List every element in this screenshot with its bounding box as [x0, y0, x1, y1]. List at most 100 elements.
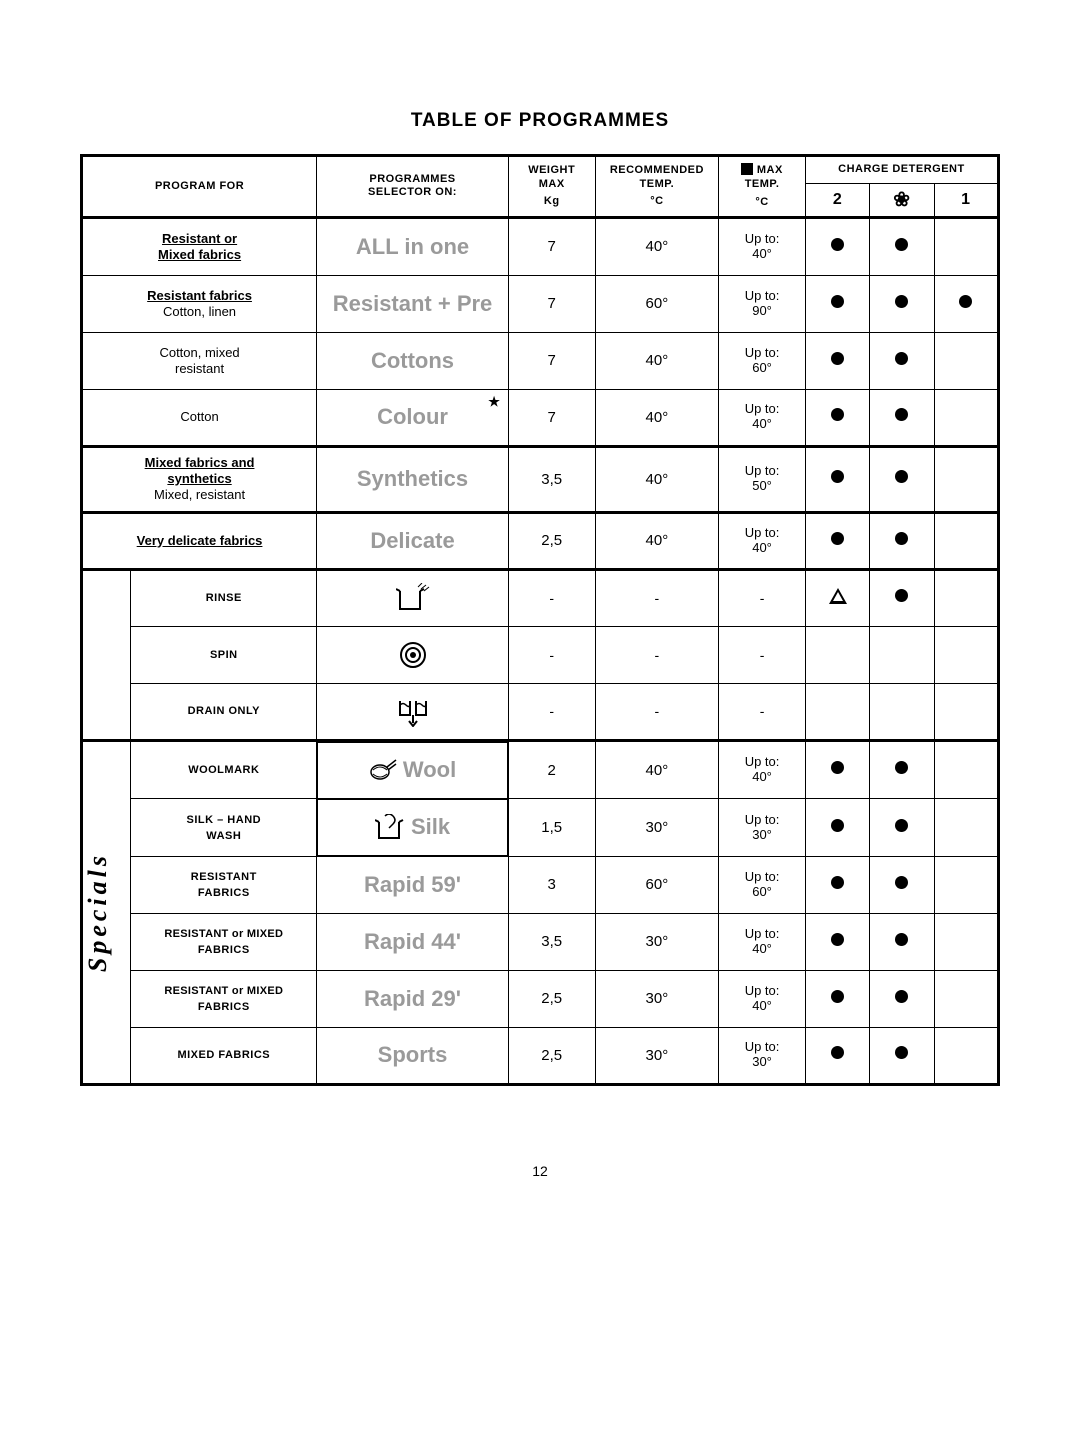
max-temp-cell: Up to:60° — [719, 332, 806, 389]
flower-icon: ❀ — [893, 189, 910, 211]
detergent-1-cell — [934, 332, 998, 389]
weight-cell: - — [508, 626, 595, 683]
weight-cell: 7 — [508, 332, 595, 389]
weight-cell: 2,5 — [508, 512, 595, 569]
hdr-weight: WEIGHT MAX Kg — [508, 156, 595, 218]
detergent-2-cell — [805, 799, 869, 857]
detergent-1-cell — [934, 512, 998, 569]
selector-cell: ALL in one — [317, 217, 509, 275]
detergent-softener-cell — [870, 217, 934, 275]
rec-temp-cell: 30° — [595, 799, 719, 857]
table-row: Cotton Colour ★ 7 40° Up to:40° — [82, 389, 999, 446]
table-row: SILK – HAND WASH Silk 1,5 30° Up to:30° — [82, 799, 999, 857]
hdr-selector: PROGRAMMES SELECTOR ON: — [317, 156, 509, 218]
max-temp-cell: Up to:40° — [719, 512, 806, 569]
dot-icon — [831, 295, 844, 308]
table-row: MIXED FABRICS Sports 2,5 30° Up to:30° — [82, 1027, 999, 1084]
dot-icon — [831, 761, 844, 774]
detergent-1-cell — [934, 913, 998, 970]
detergent-softener-cell — [870, 856, 934, 913]
selector-cell: Rapid 29' — [317, 970, 509, 1027]
selector-cell: Synthetics — [317, 446, 509, 512]
dot-icon — [895, 1046, 908, 1059]
detergent-2-cell — [805, 683, 869, 740]
rec-temp-cell: 60° — [595, 275, 719, 332]
detergent-1-cell — [934, 626, 998, 683]
detergent-1-cell — [934, 275, 998, 332]
detergent-1-cell — [934, 856, 998, 913]
table-row: RESISTANT or MIXED FABRICS Rapid 29' 2,5… — [82, 970, 999, 1027]
hdr-program-for: PROGRAM FOR — [82, 156, 317, 218]
detergent-2-cell — [805, 913, 869, 970]
selector-cell: Rapid 44' — [317, 913, 509, 970]
dot-icon — [831, 408, 844, 421]
dot-icon — [959, 295, 972, 308]
table-row: RESISTANT or MIXED FABRICS Rapid 44' 3,5… — [82, 913, 999, 970]
programmes-table: PROGRAM FOR PROGRAMMES SELECTOR ON: WEIG… — [80, 154, 1000, 1086]
detergent-2-cell — [805, 446, 869, 512]
selector-cell — [317, 569, 509, 626]
detergent-1-cell — [934, 740, 998, 799]
rinse-icon — [396, 583, 430, 613]
detergent-1-cell — [934, 217, 998, 275]
max-temp-cell: Up to:40° — [719, 970, 806, 1027]
table-row: Resistant fabrics Cotton, linen Resistan… — [82, 275, 999, 332]
dot-icon — [895, 990, 908, 1003]
dot-icon — [831, 238, 844, 251]
max-temp-cell: Up to:60° — [719, 856, 806, 913]
page: TABLE OF PROGRAMMES PROGRAM FOR PROGRAMM… — [0, 0, 1080, 1449]
max-temp-cell: - — [719, 626, 806, 683]
selector-cell: Wool — [317, 742, 508, 799]
detergent-softener-cell — [870, 332, 934, 389]
table-row: Mixed fabrics and synthetics Mixed, resi… — [82, 446, 999, 512]
dot-icon — [895, 408, 908, 421]
max-temp-cell: Up to:50° — [719, 446, 806, 512]
weight-cell: 7 — [508, 275, 595, 332]
detergent-2-cell — [805, 1027, 869, 1084]
detergent-softener-cell — [870, 446, 934, 512]
weight-cell: 2,5 — [508, 970, 595, 1027]
detergent-2-cell — [805, 512, 869, 569]
dot-icon — [831, 990, 844, 1003]
program-for-cell: DRAIN ONLY — [131, 683, 317, 740]
dot-icon — [895, 352, 908, 365]
hdr-max-temp: MAX TEMP. °C — [719, 156, 806, 218]
program-for-cell: Resistant or Mixed fabrics — [82, 217, 317, 275]
detergent-1-cell — [934, 1027, 998, 1084]
max-temp-cell: - — [719, 569, 806, 626]
table-row: RESISTANT FABRICS Rapid 59' 3 60° Up to:… — [82, 856, 999, 913]
page-number: 12 — [0, 1163, 1080, 1179]
detergent-softener-cell — [870, 970, 934, 1027]
rec-temp-cell: 40° — [595, 332, 719, 389]
detergent-softener-cell — [870, 275, 934, 332]
max-temp-cell: Up to:40° — [719, 740, 806, 799]
rec-temp-cell: 40° — [595, 446, 719, 512]
selector-cell: Rapid 59' — [317, 856, 509, 913]
weight-cell: - — [508, 683, 595, 740]
max-temp-cell: Up to:40° — [719, 389, 806, 446]
rec-temp-cell: 60° — [595, 856, 719, 913]
weight-cell: - — [508, 569, 595, 626]
table-row: Cotton, mixed resistant Cottons 7 40° Up… — [82, 332, 999, 389]
rec-temp-cell: 30° — [595, 970, 719, 1027]
detergent-1-cell — [934, 970, 998, 1027]
max-temp-cell: Up to:40° — [719, 913, 806, 970]
program-for-cell: Very delicate fabrics — [82, 512, 317, 569]
max-temp-cell: Up to:30° — [719, 799, 806, 857]
detergent-1-cell — [934, 683, 998, 740]
selector-cell: Colour ★ — [317, 389, 509, 446]
dot-icon — [895, 470, 908, 483]
dot-icon — [831, 532, 844, 545]
blank-group-cell — [82, 569, 131, 740]
detergent-2-cell — [805, 217, 869, 275]
detergent-softener-cell — [870, 913, 934, 970]
detergent-softener-cell — [870, 626, 934, 683]
rec-temp-cell: 40° — [595, 740, 719, 799]
dot-icon — [831, 819, 844, 832]
detergent-2-cell — [805, 389, 869, 446]
detergent-softener-cell — [870, 683, 934, 740]
program-for-cell: RESISTANT or MIXED FABRICS — [131, 970, 317, 1027]
selector-cell: Resistant + Pre — [317, 275, 509, 332]
wool-icon — [369, 758, 397, 782]
detergent-2-cell — [805, 275, 869, 332]
